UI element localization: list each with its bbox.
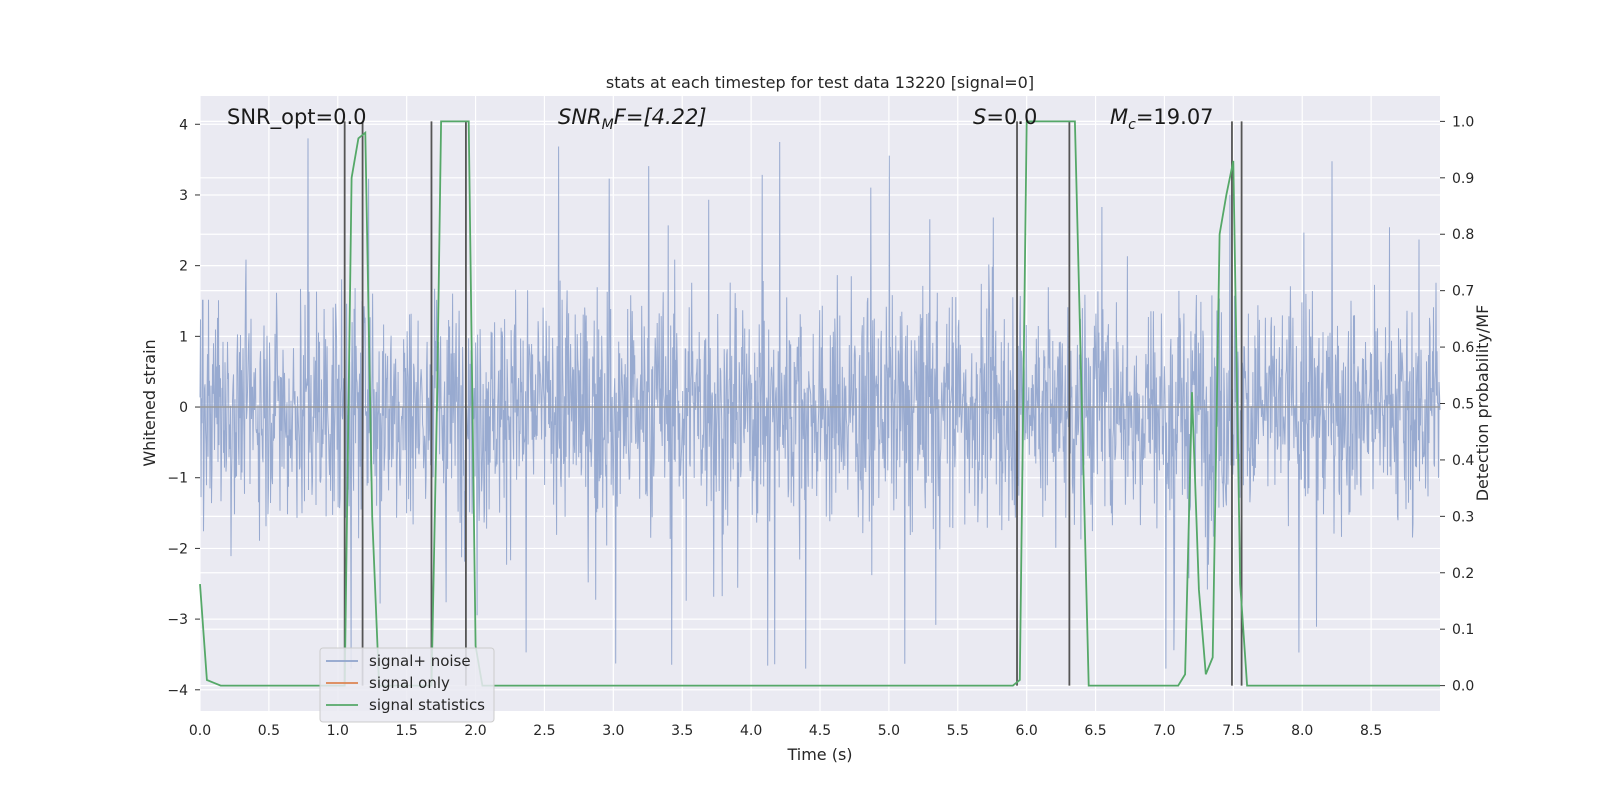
x-tick-label: 7.0 [1153, 723, 1175, 739]
y-tick-label: 1 [179, 329, 188, 345]
legend-box [319, 647, 495, 723]
signal-statistics-line [199, 120, 1440, 687]
y2-tick-label: 0.6 [1452, 340, 1474, 356]
y-tick-label: −4 [167, 683, 188, 699]
legend-label-stats: signal statistics [369, 696, 485, 714]
y-tick-label: −1 [167, 471, 188, 487]
x-axis-label: Time (s) [786, 745, 852, 764]
x-tick-label: 2.0 [464, 723, 486, 739]
x-tick-label: 6.5 [1084, 723, 1106, 739]
mc-main: M [1110, 105, 1128, 129]
x-tick-label: 8.5 [1360, 723, 1382, 739]
y2-tick-label: 0.5 [1452, 397, 1474, 413]
x-tick-label: 3.5 [671, 723, 693, 739]
mc-sub: c [1128, 117, 1136, 133]
y-tick-label: 2 [179, 259, 188, 275]
y-tick-label: 4 [179, 117, 188, 133]
legend-label-noise: signal+ noise [369, 652, 471, 670]
s-main: S [973, 105, 986, 129]
y2-axis-label: Detection probability/MF [1473, 305, 1492, 502]
x-tick-label: 3.0 [602, 723, 624, 739]
y-tick-label: 3 [179, 188, 188, 204]
x-tick-label: 4.0 [740, 723, 762, 739]
x-tick-label: 7.5 [1222, 723, 1244, 739]
y-ticks: 4 3 2 1 0 −1 −2 −3 −4 [167, 117, 200, 699]
y-tick-label: −3 [167, 612, 188, 628]
event-markers [343, 121, 1243, 686]
y2-tick-label: 0.1 [1452, 622, 1474, 638]
snr-mf-rest: F=[4.22] [614, 105, 707, 129]
y2-tick-label: 0.4 [1452, 453, 1474, 469]
x-tick-label: 8.0 [1291, 723, 1313, 739]
annotation-snr-mf: SNRMF=[4.22] [558, 105, 707, 133]
y2-tick-label: 1.0 [1452, 114, 1474, 130]
y2-tick-label: 0.8 [1452, 227, 1474, 243]
x-tick-label: 0.0 [189, 723, 211, 739]
x-tick-label: 4.5 [809, 723, 831, 739]
x-tick-label: 5.5 [947, 723, 969, 739]
y2-tick-label: 0.0 [1452, 679, 1474, 695]
chart-title: stats at each timestep for test data 132… [606, 73, 1034, 92]
snr-mf-sub: M [602, 117, 614, 133]
annotation-s: S=0.0 [973, 105, 1037, 129]
annotation-snr-opt: SNR_opt=0.0 [227, 105, 367, 130]
y2-tick-label: 0.2 [1452, 566, 1474, 582]
x-ticks: 0.0 0.5 1.0 1.5 2.0 2.5 3.0 3.5 4.0 4.5 5.0 5.5 6.0 6… [189, 723, 1382, 739]
y2-ticks: 1.0 0.9 0.8 0.7 0.6 0.5 0.4 0.3 0.2 0.1 0.0 [1440, 114, 1474, 695]
x-tick-label: 1.5 [396, 723, 418, 739]
y2-tick-label: 0.7 [1452, 284, 1474, 300]
mc-rest: =19.07 [1136, 105, 1214, 129]
s-rest: =0.0 [986, 105, 1037, 129]
x-tick-label: 2.5 [533, 723, 555, 739]
noise-trace [199, 138, 1441, 669]
y-tick-label: −2 [167, 541, 188, 557]
x-tick-label: 6.0 [1016, 723, 1038, 739]
y2-tick-label: 0.3 [1452, 509, 1474, 525]
y2-tick-label: 0.9 [1452, 171, 1474, 187]
noise-series [199, 138, 1441, 669]
x-tick-label: 5.0 [878, 723, 900, 739]
legend-label-signal-only: signal only [369, 674, 450, 692]
legend: signal+ noise signal only signal statist… [319, 647, 495, 723]
y-axis-label: Whitened strain [140, 339, 159, 466]
annotation-mc: Mc=19.07 [1110, 105, 1214, 133]
x-tick-label: 0.5 [258, 723, 280, 739]
x-tick-label: 1.0 [327, 723, 349, 739]
snr-mf-main: SNR [558, 105, 602, 129]
y-tick-label: 0 [179, 400, 188, 416]
